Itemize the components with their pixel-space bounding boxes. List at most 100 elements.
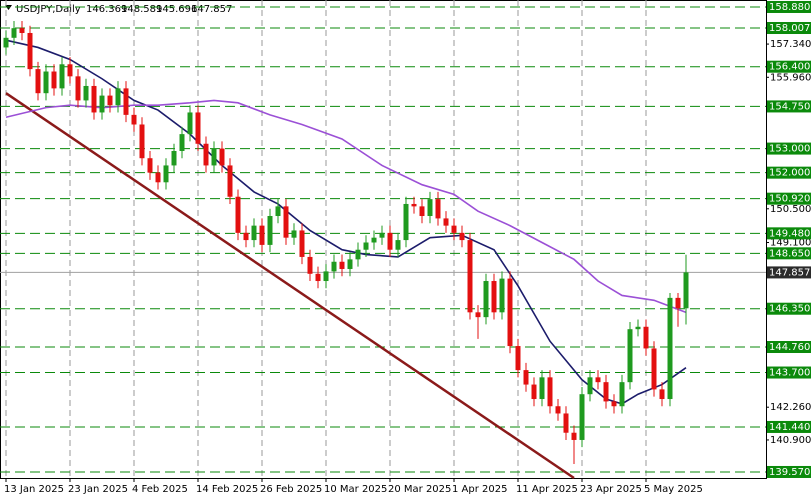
candle-body <box>371 237 377 243</box>
candle-body <box>51 71 57 89</box>
candle-body <box>547 377 553 407</box>
candle-body <box>243 232 249 241</box>
candle-body <box>435 199 441 219</box>
candle-body <box>603 382 609 402</box>
level-label-bg <box>767 166 811 179</box>
level-label: 141.440 <box>769 422 810 433</box>
level-label-bg <box>767 22 811 35</box>
candle-body <box>139 124 145 159</box>
candle-body <box>579 394 585 440</box>
candle-body <box>179 134 185 151</box>
level-label-bg <box>767 366 811 379</box>
candle-body <box>59 64 65 89</box>
candle-body <box>427 199 433 217</box>
level-label-bg <box>767 100 811 113</box>
candle-body <box>147 158 153 173</box>
candle-body <box>635 326 641 330</box>
x-tick-label: 23 Apr 2025 <box>580 484 642 495</box>
candle-body <box>131 114 137 125</box>
candle-body <box>403 203 409 241</box>
candle-body <box>275 206 281 217</box>
candle-body <box>339 261 345 269</box>
candle-body <box>467 240 473 313</box>
candle-body <box>651 348 657 390</box>
trendline <box>5 92 575 480</box>
moving-average <box>5 99 687 314</box>
candle-body <box>195 112 201 144</box>
candle-body <box>451 225 457 233</box>
candle-body <box>315 273 321 282</box>
level-label-bg <box>767 341 811 354</box>
candle-body <box>459 232 465 241</box>
level-label-bg <box>767 302 811 315</box>
level-label-bg <box>767 60 811 73</box>
y-tick-label: 140.900 <box>770 435 811 446</box>
candle-body <box>499 278 505 313</box>
candle-body <box>675 297 681 309</box>
x-tick-label: 23 Jan 2025 <box>68 484 128 495</box>
candle-body <box>155 172 161 183</box>
candle-body <box>227 165 233 197</box>
y-tick-label: 157.340 <box>770 39 811 50</box>
y-tick-label: 142.260 <box>770 402 811 413</box>
candle-body <box>91 85 97 113</box>
candle-body <box>667 297 673 400</box>
x-tick-label: 10 Mar 2025 <box>324 484 387 495</box>
candle-body <box>259 225 265 245</box>
level-label: 154.750 <box>769 101 810 112</box>
header-close: 147.857 <box>191 4 232 15</box>
candle-body <box>171 150 177 166</box>
x-tick-label: 1 Apr 2025 <box>452 484 507 495</box>
header-low: 145.696 <box>156 4 197 15</box>
candle-body <box>659 389 665 400</box>
candle-body <box>355 249 361 260</box>
candle-body <box>331 261 337 272</box>
candle-body <box>75 76 81 101</box>
level-label: 156.400 <box>769 62 810 73</box>
candle-body <box>115 88 121 106</box>
x-tick-label: 14 Feb 2025 <box>196 484 258 495</box>
level-label: 143.700 <box>769 368 810 379</box>
current-price-label: 147.857 <box>769 267 810 278</box>
candle-body <box>619 382 625 407</box>
header-symbol: USDJPY,Daily <box>16 4 81 15</box>
candle-body <box>123 88 129 115</box>
candle-body <box>11 28 17 38</box>
candle-body <box>523 370 529 385</box>
candle-body <box>99 95 105 113</box>
candle-body <box>219 148 225 166</box>
candle-body <box>251 225 257 241</box>
level-label-bg <box>767 142 811 155</box>
candle-body <box>19 28 25 33</box>
candle-body <box>187 112 193 135</box>
candle-body <box>323 271 329 282</box>
candle-body <box>83 85 89 101</box>
candle-body <box>531 384 537 400</box>
candle-body <box>611 401 617 407</box>
candle-body <box>587 377 593 395</box>
level-label: 148.650 <box>769 248 810 259</box>
x-tick-label: 5 May 2025 <box>644 484 703 495</box>
candle-body <box>203 143 209 166</box>
x-tick-label: 20 Mar 2025 <box>388 484 451 495</box>
candle-body <box>683 272 689 309</box>
y-tick-label: 149.100 <box>770 237 811 248</box>
level-label-bg <box>767 465 811 478</box>
x-tick-label: 26 Feb 2025 <box>260 484 322 495</box>
candle-body <box>267 216 273 245</box>
level-label-bg <box>767 192 811 205</box>
candle-body <box>411 203 417 207</box>
candle-body <box>395 240 401 250</box>
y-tick-label: 155.960 <box>770 72 811 83</box>
candle-body <box>483 281 489 318</box>
candle-body <box>299 230 305 257</box>
candle-body <box>291 230 297 238</box>
candle-body <box>379 232 385 238</box>
level-label: 146.350 <box>769 304 810 315</box>
candle-body <box>515 346 521 371</box>
plot-layer <box>0 0 766 480</box>
level-label: 158.007 <box>769 23 810 34</box>
level-label-bg <box>767 420 811 433</box>
candle-body <box>43 71 49 94</box>
